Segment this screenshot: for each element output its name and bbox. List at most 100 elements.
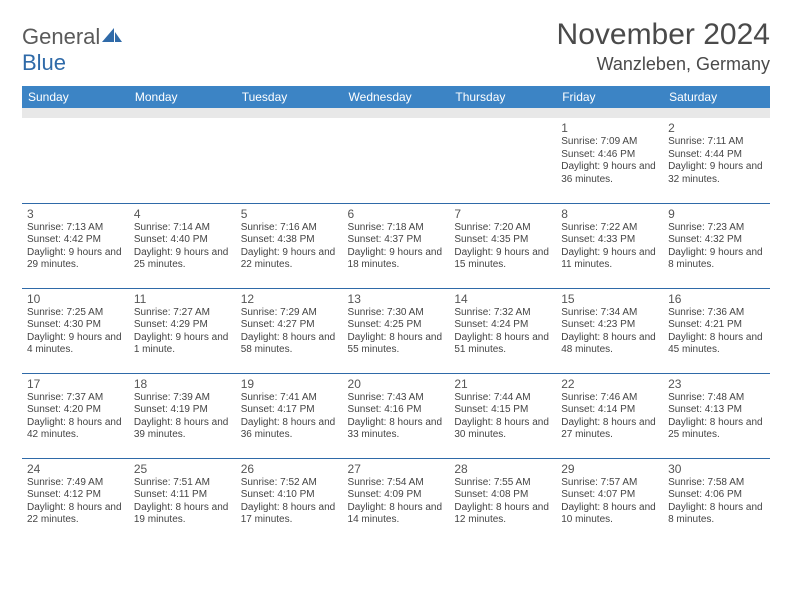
sunrise-text: Sunrise: 7:18 AM xyxy=(348,222,445,235)
sunset-text: Sunset: 4:06 PM xyxy=(668,489,765,502)
sunrise-text: Sunrise: 7:48 AM xyxy=(668,392,765,405)
day-info: Sunrise: 7:51 AMSunset: 4:11 PMDaylight:… xyxy=(134,477,231,527)
sunrise-text: Sunrise: 7:20 AM xyxy=(454,222,551,235)
day-info: Sunrise: 7:34 AMSunset: 4:23 PMDaylight:… xyxy=(561,307,658,357)
calendar-day-cell xyxy=(129,118,236,203)
sunset-text: Sunset: 4:24 PM xyxy=(454,319,551,332)
daylight-text: Daylight: 8 hours and 42 minutes. xyxy=(27,417,124,442)
sunset-text: Sunset: 4:42 PM xyxy=(27,234,124,247)
sunset-text: Sunset: 4:38 PM xyxy=(241,234,338,247)
sunset-text: Sunset: 4:33 PM xyxy=(561,234,658,247)
daylight-text: Daylight: 8 hours and 36 minutes. xyxy=(241,417,338,442)
calendar-day-cell: 15Sunrise: 7:34 AMSunset: 4:23 PMDayligh… xyxy=(556,288,663,373)
calendar-day-cell: 11Sunrise: 7:27 AMSunset: 4:29 PMDayligh… xyxy=(129,288,236,373)
daylight-text: Daylight: 9 hours and 32 minutes. xyxy=(668,161,765,186)
day-number: 24 xyxy=(27,462,124,476)
day-info: Sunrise: 7:16 AMSunset: 4:38 PMDaylight:… xyxy=(241,222,338,272)
daylight-text: Daylight: 8 hours and 58 minutes. xyxy=(241,332,338,357)
day-number: 30 xyxy=(668,462,765,476)
logo-text-general: General xyxy=(22,24,100,49)
day-info: Sunrise: 7:11 AMSunset: 4:44 PMDaylight:… xyxy=(668,136,765,186)
day-header: Saturday xyxy=(663,86,770,108)
daylight-text: Daylight: 8 hours and 55 minutes. xyxy=(348,332,445,357)
calendar-day-cell: 24Sunrise: 7:49 AMSunset: 4:12 PMDayligh… xyxy=(22,458,129,543)
sunset-text: Sunset: 4:20 PM xyxy=(27,404,124,417)
sunset-text: Sunset: 4:13 PM xyxy=(668,404,765,417)
day-number: 5 xyxy=(241,207,338,221)
day-number: 11 xyxy=(134,292,231,306)
calendar-week-row: 24Sunrise: 7:49 AMSunset: 4:12 PMDayligh… xyxy=(22,458,770,543)
day-info: Sunrise: 7:27 AMSunset: 4:29 PMDaylight:… xyxy=(134,307,231,357)
day-number: 28 xyxy=(454,462,551,476)
page-title: November 2024 xyxy=(557,18,770,52)
day-info: Sunrise: 7:25 AMSunset: 4:30 PMDaylight:… xyxy=(27,307,124,357)
calendar-day-cell: 3Sunrise: 7:13 AMSunset: 4:42 PMDaylight… xyxy=(22,203,129,288)
calendar-day-cell: 8Sunrise: 7:22 AMSunset: 4:33 PMDaylight… xyxy=(556,203,663,288)
calendar-day-cell: 1Sunrise: 7:09 AMSunset: 4:46 PMDaylight… xyxy=(556,118,663,203)
day-number: 7 xyxy=(454,207,551,221)
day-info: Sunrise: 7:46 AMSunset: 4:14 PMDaylight:… xyxy=(561,392,658,442)
calendar-day-cell: 29Sunrise: 7:57 AMSunset: 4:07 PMDayligh… xyxy=(556,458,663,543)
sunrise-text: Sunrise: 7:36 AM xyxy=(668,307,765,320)
calendar-day-cell: 19Sunrise: 7:41 AMSunset: 4:17 PMDayligh… xyxy=(236,373,343,458)
day-number: 2 xyxy=(668,121,765,135)
day-info: Sunrise: 7:18 AMSunset: 4:37 PMDaylight:… xyxy=(348,222,445,272)
logo-text-blue: Blue xyxy=(22,50,66,75)
day-info: Sunrise: 7:29 AMSunset: 4:27 PMDaylight:… xyxy=(241,307,338,357)
daylight-text: Daylight: 9 hours and 4 minutes. xyxy=(27,332,124,357)
daylight-text: Daylight: 8 hours and 14 minutes. xyxy=(348,502,445,527)
sunset-text: Sunset: 4:35 PM xyxy=(454,234,551,247)
sunrise-text: Sunrise: 7:37 AM xyxy=(27,392,124,405)
calendar-day-cell: 5Sunrise: 7:16 AMSunset: 4:38 PMDaylight… xyxy=(236,203,343,288)
calendar-day-cell: 10Sunrise: 7:25 AMSunset: 4:30 PMDayligh… xyxy=(22,288,129,373)
day-info: Sunrise: 7:22 AMSunset: 4:33 PMDaylight:… xyxy=(561,222,658,272)
daylight-text: Daylight: 9 hours and 25 minutes. xyxy=(134,247,231,272)
sunrise-text: Sunrise: 7:22 AM xyxy=(561,222,658,235)
sunrise-text: Sunrise: 7:55 AM xyxy=(454,477,551,490)
calendar-week-row: 10Sunrise: 7:25 AMSunset: 4:30 PMDayligh… xyxy=(22,288,770,373)
daylight-text: Daylight: 8 hours and 51 minutes. xyxy=(454,332,551,357)
sunset-text: Sunset: 4:44 PM xyxy=(668,149,765,162)
calendar-day-cell: 7Sunrise: 7:20 AMSunset: 4:35 PMDaylight… xyxy=(449,203,556,288)
sunrise-text: Sunrise: 7:23 AM xyxy=(668,222,765,235)
day-number: 1 xyxy=(561,121,658,135)
sunset-text: Sunset: 4:16 PM xyxy=(348,404,445,417)
sunset-text: Sunset: 4:40 PM xyxy=(134,234,231,247)
sunrise-text: Sunrise: 7:25 AM xyxy=(27,307,124,320)
daylight-text: Daylight: 9 hours and 11 minutes. xyxy=(561,247,658,272)
sunset-text: Sunset: 4:11 PM xyxy=(134,489,231,502)
calendar-day-cell: 13Sunrise: 7:30 AMSunset: 4:25 PMDayligh… xyxy=(343,288,450,373)
day-number: 19 xyxy=(241,377,338,391)
sunset-text: Sunset: 4:30 PM xyxy=(27,319,124,332)
day-header: Sunday xyxy=(22,86,129,108)
day-info: Sunrise: 7:14 AMSunset: 4:40 PMDaylight:… xyxy=(134,222,231,272)
day-info: Sunrise: 7:13 AMSunset: 4:42 PMDaylight:… xyxy=(27,222,124,272)
day-number: 22 xyxy=(561,377,658,391)
day-number: 29 xyxy=(561,462,658,476)
calendar-day-cell: 2Sunrise: 7:11 AMSunset: 4:44 PMDaylight… xyxy=(663,118,770,203)
calendar-day-cell: 18Sunrise: 7:39 AMSunset: 4:19 PMDayligh… xyxy=(129,373,236,458)
location: Wanzleben, Germany xyxy=(557,54,770,75)
day-header: Monday xyxy=(129,86,236,108)
sunrise-text: Sunrise: 7:43 AM xyxy=(348,392,445,405)
sunset-text: Sunset: 4:27 PM xyxy=(241,319,338,332)
sunrise-text: Sunrise: 7:57 AM xyxy=(561,477,658,490)
calendar-day-cell: 9Sunrise: 7:23 AMSunset: 4:32 PMDaylight… xyxy=(663,203,770,288)
daylight-text: Daylight: 8 hours and 39 minutes. xyxy=(134,417,231,442)
daylight-text: Daylight: 9 hours and 29 minutes. xyxy=(27,247,124,272)
sunrise-text: Sunrise: 7:11 AM xyxy=(668,136,765,149)
calendar-week-row: 1Sunrise: 7:09 AMSunset: 4:46 PMDaylight… xyxy=(22,118,770,203)
sunrise-text: Sunrise: 7:46 AM xyxy=(561,392,658,405)
calendar-day-cell: 27Sunrise: 7:54 AMSunset: 4:09 PMDayligh… xyxy=(343,458,450,543)
sunrise-text: Sunrise: 7:52 AM xyxy=(241,477,338,490)
calendar-day-cell: 26Sunrise: 7:52 AMSunset: 4:10 PMDayligh… xyxy=(236,458,343,543)
daylight-text: Daylight: 9 hours and 8 minutes. xyxy=(668,247,765,272)
calendar-day-cell: 4Sunrise: 7:14 AMSunset: 4:40 PMDaylight… xyxy=(129,203,236,288)
daylight-text: Daylight: 8 hours and 45 minutes. xyxy=(668,332,765,357)
day-header: Thursday xyxy=(449,86,556,108)
sunrise-text: Sunrise: 7:30 AM xyxy=(348,307,445,320)
calendar-day-cell: 12Sunrise: 7:29 AMSunset: 4:27 PMDayligh… xyxy=(236,288,343,373)
sunset-text: Sunset: 4:09 PM xyxy=(348,489,445,502)
calendar-day-cell xyxy=(22,118,129,203)
sunrise-text: Sunrise: 7:34 AM xyxy=(561,307,658,320)
